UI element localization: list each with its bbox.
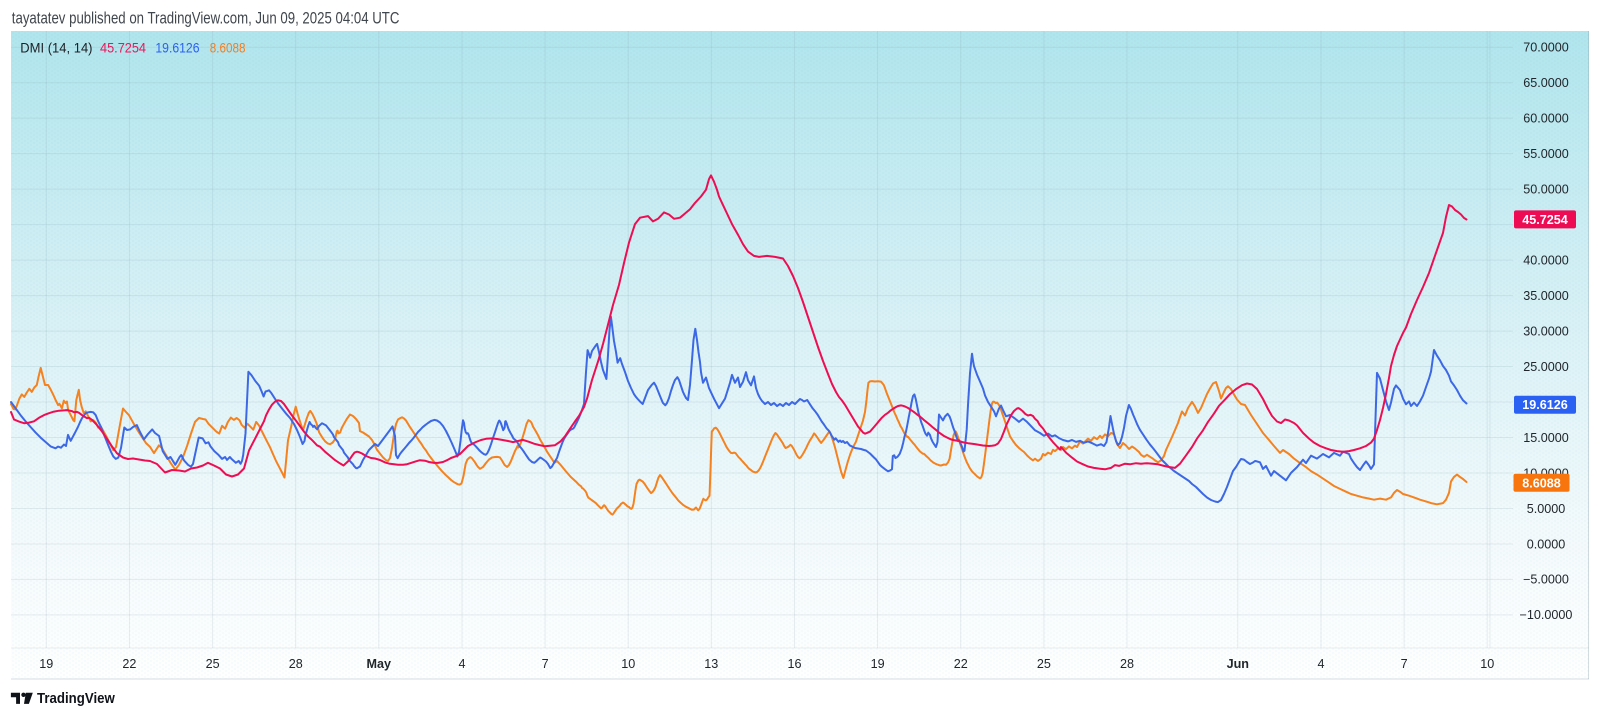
svg-text:22: 22 xyxy=(122,657,136,671)
svg-text:50.0000: 50.0000 xyxy=(1523,182,1569,196)
svg-text:19: 19 xyxy=(39,657,53,671)
svg-text:25: 25 xyxy=(1037,657,1051,671)
svg-text:60.0000: 60.0000 xyxy=(1523,111,1569,125)
svg-text:45.7254: 45.7254 xyxy=(1522,213,1568,227)
svg-text:16: 16 xyxy=(787,657,801,671)
svg-text:5.0000: 5.0000 xyxy=(1527,502,1566,516)
svg-text:DMI (14, 14): DMI (14, 14) xyxy=(20,40,92,55)
svg-text:May: May xyxy=(367,657,392,671)
svg-text:8.6088: 8.6088 xyxy=(1522,476,1561,490)
svg-text:22: 22 xyxy=(954,657,968,671)
svg-text:8.6088: 8.6088 xyxy=(210,40,246,55)
svg-text:19.6126: 19.6126 xyxy=(1522,398,1568,412)
svg-text:45.7254: 45.7254 xyxy=(100,40,146,55)
svg-text:−10.0000: −10.0000 xyxy=(1520,608,1573,622)
svg-text:28: 28 xyxy=(1120,657,1134,671)
svg-text:70.0000: 70.0000 xyxy=(1523,41,1569,55)
svg-text:15.0000: 15.0000 xyxy=(1523,431,1569,445)
svg-text:19.6126: 19.6126 xyxy=(155,40,199,55)
svg-text:13: 13 xyxy=(704,657,718,671)
svg-text:28: 28 xyxy=(289,657,303,671)
svg-text:7: 7 xyxy=(542,657,549,671)
svg-text:35.0000: 35.0000 xyxy=(1523,289,1569,303)
svg-text:25.0000: 25.0000 xyxy=(1523,360,1569,374)
svg-text:19: 19 xyxy=(871,657,885,671)
svg-text:10: 10 xyxy=(1480,657,1494,671)
svg-text:25: 25 xyxy=(206,657,220,671)
svg-text:TradingView: TradingView xyxy=(37,691,115,707)
svg-text:4: 4 xyxy=(1317,657,1324,671)
svg-text:tayatatev published on Trading: tayatatev published on TradingView.com, … xyxy=(12,10,400,28)
svg-text:30.0000: 30.0000 xyxy=(1523,324,1569,338)
svg-text:7: 7 xyxy=(1401,657,1408,671)
svg-text:4: 4 xyxy=(458,657,465,671)
svg-text:Jun: Jun xyxy=(1227,657,1249,671)
svg-text:55.0000: 55.0000 xyxy=(1523,147,1569,161)
svg-text:65.0000: 65.0000 xyxy=(1523,76,1569,90)
svg-text:10: 10 xyxy=(621,657,635,671)
svg-text:40.0000: 40.0000 xyxy=(1523,253,1569,267)
svg-text:0.0000: 0.0000 xyxy=(1527,537,1566,551)
svg-text:−5.0000: −5.0000 xyxy=(1523,573,1569,587)
